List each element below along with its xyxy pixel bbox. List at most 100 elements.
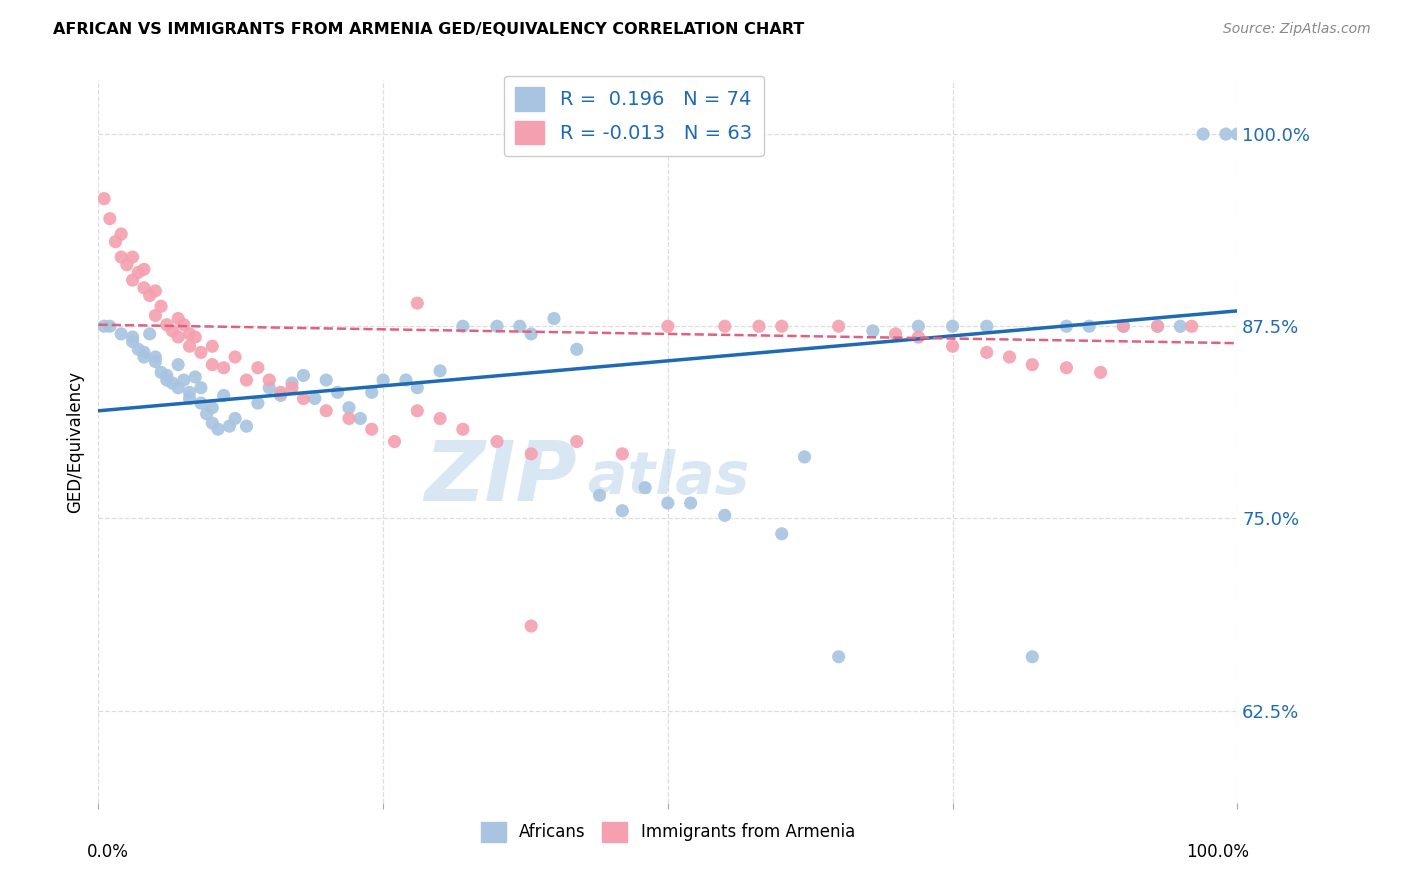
Point [509, 319, 531, 334]
Point [179, 326, 201, 341]
Point [270, 388, 292, 402]
Text: AFRICAN VS IMMIGRANTS FROM ARMENIA GED/EQUIVALENCY CORRELATION CHART: AFRICAN VS IMMIGRANTS FROM ARMENIA GED/E… [53, 22, 804, 37]
Point [976, 319, 998, 334]
Point [828, 649, 851, 664]
Point [657, 496, 679, 510]
Point [184, 330, 207, 344]
Point [828, 319, 851, 334]
Point [162, 324, 184, 338]
Point [121, 273, 143, 287]
Point [520, 326, 543, 341]
Point [138, 326, 160, 341]
Point [132, 350, 155, 364]
Point [1078, 319, 1101, 334]
Point [588, 488, 610, 502]
Point [337, 411, 360, 425]
Legend: Africans, Immigrants from Armenia: Africans, Immigrants from Armenia [474, 815, 862, 848]
Point [270, 385, 292, 400]
Point [748, 319, 770, 334]
Point [173, 318, 195, 332]
Point [110, 326, 132, 341]
Point [150, 299, 173, 313]
Point [121, 334, 143, 349]
Point [115, 258, 138, 272]
Point [127, 343, 149, 357]
Point [93, 319, 115, 334]
Point [150, 365, 173, 379]
Point [565, 343, 588, 357]
Point [201, 401, 224, 415]
Point [110, 227, 132, 241]
Point [201, 339, 224, 353]
Point [132, 262, 155, 277]
Point [1146, 319, 1168, 334]
Text: 100.0%: 100.0% [1185, 843, 1249, 861]
Point [1021, 358, 1043, 372]
Point [179, 392, 201, 406]
Point [998, 350, 1021, 364]
Text: Source: ZipAtlas.com: Source: ZipAtlas.com [1223, 22, 1371, 37]
Point [201, 358, 224, 372]
Point [1021, 649, 1043, 664]
Point [1054, 360, 1078, 375]
Point [156, 373, 179, 387]
Point [395, 373, 418, 387]
Point [1112, 319, 1135, 334]
Point [195, 407, 218, 421]
Point [486, 434, 509, 449]
Point [1181, 319, 1204, 334]
Point [167, 311, 190, 326]
Point [224, 411, 246, 425]
Point [173, 373, 195, 387]
Point [384, 434, 406, 449]
Point [657, 319, 679, 334]
Point [371, 373, 394, 387]
Point [1192, 127, 1215, 141]
Point [212, 388, 235, 402]
Point [976, 345, 998, 359]
Point [1090, 365, 1112, 379]
Point [292, 368, 315, 383]
Point [292, 392, 315, 406]
Point [162, 376, 184, 391]
Text: 0.0%: 0.0% [87, 843, 129, 861]
Point [145, 350, 167, 364]
Point [167, 358, 190, 372]
Point [907, 330, 929, 344]
Point [218, 419, 240, 434]
Point [190, 381, 212, 395]
Point [406, 296, 429, 310]
Point [942, 339, 965, 353]
Point [486, 319, 509, 334]
Point [349, 411, 371, 425]
Text: atlas: atlas [588, 450, 749, 506]
Point [451, 422, 474, 436]
Text: ZIP: ZIP [425, 437, 576, 518]
Point [132, 345, 155, 359]
Point [612, 447, 634, 461]
Point [179, 339, 201, 353]
Point [104, 235, 127, 249]
Point [281, 376, 304, 391]
Point [167, 381, 190, 395]
Point [315, 373, 337, 387]
Point [520, 447, 543, 461]
Point [127, 265, 149, 279]
Point [1112, 319, 1135, 334]
Point [304, 392, 326, 406]
Point [451, 319, 474, 334]
Point [184, 370, 207, 384]
Point [793, 450, 815, 464]
Point [235, 419, 257, 434]
Point [429, 411, 451, 425]
Point [259, 381, 281, 395]
Point [98, 211, 121, 226]
Point [212, 360, 235, 375]
Point [1226, 127, 1249, 141]
Point [406, 381, 429, 395]
Y-axis label: GED/Equivalency: GED/Equivalency [66, 370, 84, 513]
Point [132, 281, 155, 295]
Point [138, 288, 160, 302]
Point [98, 319, 121, 334]
Point [156, 368, 179, 383]
